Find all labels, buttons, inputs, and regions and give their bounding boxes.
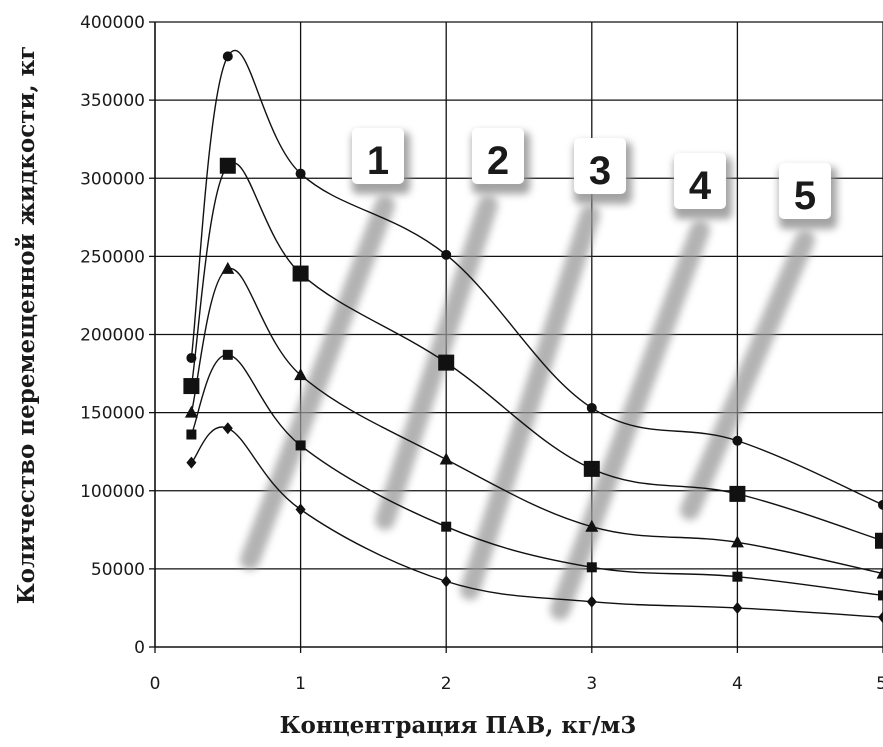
callout-shadow-streak — [375, 195, 498, 530]
callout-label-1: 1 — [367, 139, 389, 183]
data-point-triangle — [439, 452, 453, 465]
y-tick-label: 50000 — [91, 560, 145, 580]
data-point-square — [438, 354, 455, 371]
data-point-square — [875, 532, 883, 549]
data-point-square — [292, 265, 309, 282]
y-tick-label: 300000 — [80, 169, 145, 189]
data-point-square — [729, 485, 746, 502]
y-axis-title: Количество перемещенной жидкости, кг — [13, 46, 40, 605]
callout-box — [779, 163, 831, 219]
callout-box — [574, 138, 626, 194]
data-point-triangle — [730, 535, 744, 548]
data-point-triangle — [184, 405, 198, 418]
series-1 — [186, 49, 883, 510]
data-point-diamond — [878, 611, 883, 624]
data-point-square — [219, 157, 236, 174]
y-tick-label: 0 — [134, 638, 145, 658]
series-3 — [184, 261, 883, 579]
callout-label-3: 3 — [589, 149, 611, 193]
data-point-circle — [222, 51, 233, 62]
callout-shadow-streak — [680, 230, 815, 520]
data-point-diamond — [222, 422, 233, 435]
data-point-circle — [586, 402, 597, 413]
x-tick-labels: 0 1 2 3 4 5 — [150, 674, 883, 694]
x-tick-label: 4 — [732, 674, 743, 694]
data-point-square — [732, 571, 743, 582]
callout-box — [674, 153, 726, 209]
data-point-circle — [732, 435, 743, 446]
data-point-square — [295, 440, 306, 451]
data-point-square — [878, 590, 883, 601]
axes — [149, 21, 883, 653]
data-point-diamond — [732, 601, 743, 614]
data-point-square — [583, 460, 600, 477]
x-tick-label: 3 — [586, 674, 597, 694]
x-tick-label: 0 — [150, 674, 161, 694]
data-point-diamond — [295, 503, 306, 516]
data-point-triangle — [221, 261, 235, 274]
callout-shadow-streak — [460, 205, 600, 600]
callout-label-4: 4 — [689, 164, 712, 208]
callout-box — [352, 128, 404, 184]
data-point-circle — [441, 249, 452, 260]
x-axis-title: Концентрация ПАВ, кг/м3 — [280, 712, 637, 739]
data-point-triangle — [294, 368, 308, 381]
x-tick-label: 2 — [441, 674, 452, 694]
series-5 — [186, 422, 883, 624]
data-point-circle — [186, 352, 197, 363]
callout-shadow-streak — [240, 195, 395, 570]
y-tick-label: 400000 — [80, 13, 145, 33]
data-point-triangle — [876, 566, 883, 579]
callout-shadows — [240, 195, 815, 620]
data-point-diamond — [586, 595, 597, 608]
data-point-square — [586, 562, 597, 573]
series-group — [183, 49, 883, 624]
data-point-square — [222, 349, 233, 360]
y-tick-label: 250000 — [80, 247, 145, 267]
callout-box — [472, 128, 524, 184]
callout-label-5: 5 — [794, 174, 816, 218]
data-point-circle — [295, 168, 306, 179]
series-2 — [183, 157, 883, 549]
data-point-square — [186, 429, 197, 440]
data-point-square — [441, 521, 452, 532]
series-line-1 — [190, 49, 883, 506]
y-tick-label: 100000 — [80, 482, 145, 502]
data-point-diamond — [441, 575, 452, 588]
data-point-circle — [878, 499, 883, 510]
y-tick-labels: 0 50000 100000 150000 200000 250000 300000 3500… — [80, 13, 145, 658]
callout-shadow-streak — [550, 220, 710, 620]
y-tick-label: 350000 — [80, 91, 145, 111]
y-tick-label: 200000 — [80, 326, 145, 346]
callout-labels: 1 2 3 4 5 — [352, 128, 837, 229]
x-tick-label: 1 — [295, 674, 306, 694]
x-tick-label: 5 — [876, 674, 883, 694]
y-tick-label: 150000 — [80, 404, 145, 424]
data-point-diamond — [186, 456, 197, 469]
data-point-triangle — [585, 519, 599, 532]
series-4 — [186, 349, 883, 601]
callout-label-2: 2 — [487, 139, 509, 183]
